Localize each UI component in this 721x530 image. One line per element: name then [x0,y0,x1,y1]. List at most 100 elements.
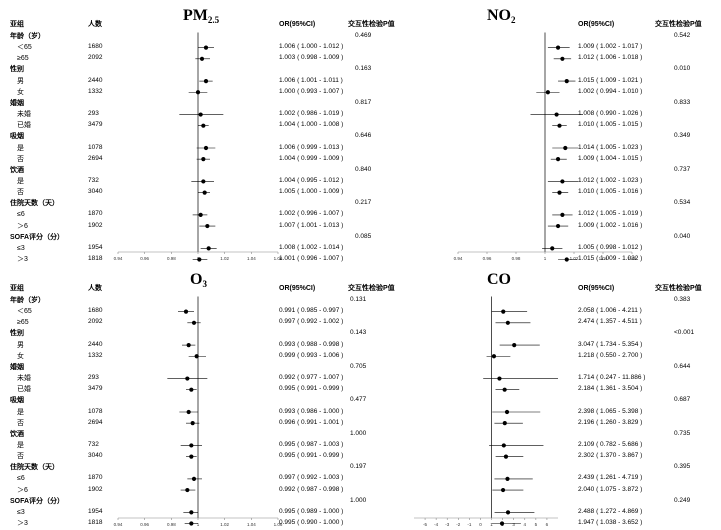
subgroup-label: 是 [17,177,24,185]
or-ci-text: 1.006 ( 1.000 - 1.012 ) [279,43,344,51]
or-ci-text: 3.047 ( 1.734 - 5.354 ) [578,340,643,348]
p-interaction-value: 0.534 [674,199,691,207]
header-count: 人数 [88,285,102,292]
or-ci-text: 1.005 ( 1.000 - 1.009 ) [279,188,344,196]
p-interaction-value: 0.085 [355,232,372,240]
subgroup-label: 未婚 [17,111,31,119]
subgroup-label: 女 [17,352,24,360]
subgroup-label: 是 [17,144,24,152]
or-point [189,387,194,392]
or-ci-text: 0.992 ( 0.977 - 1.007 ) [279,374,344,382]
or-point [502,387,507,392]
subgroup-count: 732 [88,176,99,184]
x-tick-label: 0.98 [512,256,521,261]
or-ci-text: 1.006 ( 0.999 - 1.013 ) [279,143,344,151]
subgroup-count: 1954 [88,243,103,251]
subgroup-label: 女 [17,88,24,96]
x-tick-label: 0.96 [140,256,149,261]
p-interaction-value: 0.383 [674,296,691,303]
or-point [201,123,206,128]
or-ci-text: 1.004 ( 1.000 - 1.008 ) [279,121,344,129]
or-point [501,443,506,448]
header-or: OR(95%CI) [578,285,615,292]
x-tick-label: 1.04 [599,256,608,261]
subgroup-count: 732 [88,440,99,448]
x-tick-label: -5 [423,522,427,527]
forest-panel-co: COOR(95%CI)交互性检验P值-5-4-3-2-101234560.383… [362,264,721,530]
x-tick-label: 1.02 [220,522,229,527]
x-tick-label: 1.06 [274,522,283,527]
or-point [557,123,562,128]
or-point [203,79,209,84]
subgroup-count: 3040 [88,188,103,196]
or-point [500,487,506,493]
subgroup-label: 男 [17,341,24,349]
or-point [189,510,194,515]
or-point [560,179,565,184]
forest-plot-area: -5-4-3-2-10123456 [414,296,558,527]
or-ci-text: 1.010 ( 1.005 - 1.016 ) [578,188,643,196]
chart-title-subscript: 3 [202,279,207,289]
subgroup-count: 2092 [88,54,103,62]
x-tick-label: 0.94 [114,256,123,261]
chart-title-main: NO [487,7,511,24]
or-ci-text: 0.997 ( 0.992 - 1.003 ) [279,474,344,482]
or-point [497,376,502,381]
or-ci-text: 2.196 ( 1.260 - 3.829 ) [578,418,643,426]
or-point [201,179,206,184]
group-label: 性别 [10,66,24,74]
or-ci-text: 1.004 ( 0.995 - 1.012 ) [279,176,344,184]
or-ci-text: 1.002 ( 0.994 - 1.010 ) [578,87,643,95]
x-tick-label: 0.96 [483,256,492,261]
or-point [557,190,562,195]
x-tick-label: 1.04 [247,256,256,261]
or-ci-text: 1.005 ( 0.998 - 1.012 ) [578,243,643,251]
or-point [505,320,510,325]
or-point [201,157,206,162]
or-point [503,454,509,459]
or-point [504,409,510,415]
or-ci-text: 1.218 ( 0.550 - 2.700 ) [578,351,643,359]
header-or: OR(95%CI) [279,21,316,28]
x-tick-label: 5 [535,522,538,527]
subgroup-count: 2092 [88,318,103,326]
or-point [563,145,568,151]
subgroup-label: 否 [17,419,24,427]
or-point [186,343,191,348]
or-ci-text: 1.009 ( 1.002 - 1.017 ) [578,43,643,51]
subgroup-label: ＞3 [17,520,28,527]
header-p-interaction: 交互性检验P值 [655,21,702,28]
subgroup-label: 否 [17,453,24,461]
or-point [189,443,194,448]
or-ci-text: 1.002 ( 0.996 - 1.007 ) [279,210,344,218]
x-tick-label: 0.98 [167,256,176,261]
subgroup-count: 2694 [88,418,103,426]
subgroup-label: 未婚 [17,375,31,383]
forest-panel-o3: O3 亚组 人数 OR(95%CI) 交互性检验P值 0.94 0.96 0.98 1 1.02 1… [0,264,395,530]
subgroup-count: 1078 [88,143,103,151]
p-interaction-value: 0.349 [674,132,691,140]
subgroup-label: ≥65 [17,55,29,63]
subgroup-count: 2440 [88,340,103,348]
p-interaction-value: 0.163 [355,65,372,73]
header-subgroup: 亚组 [10,21,24,28]
or-point [560,56,565,61]
or-point [550,246,555,251]
subgroup-count: 1332 [88,87,103,95]
x-tick-label: 0.94 [454,256,463,261]
group-label: SOFA评分（分） [10,233,65,241]
x-tick-label: 1 [490,522,493,527]
or-point [554,112,559,117]
p-interaction-value: 0.687 [674,396,691,404]
chart-title-main: O [190,271,203,288]
subgroup-count: 1818 [88,255,103,262]
or-point [203,45,209,50]
or-ci-text: 1.012 ( 1.002 - 1.023 ) [578,176,643,184]
p-interaction-value: 0.737 [674,165,691,173]
x-tick-label: -1 [467,522,471,527]
or-ci-text: 2.474 ( 1.357 - 4.511 ) [578,318,642,326]
subgroup-label: ＜65 [17,44,32,52]
or-point [206,246,211,251]
